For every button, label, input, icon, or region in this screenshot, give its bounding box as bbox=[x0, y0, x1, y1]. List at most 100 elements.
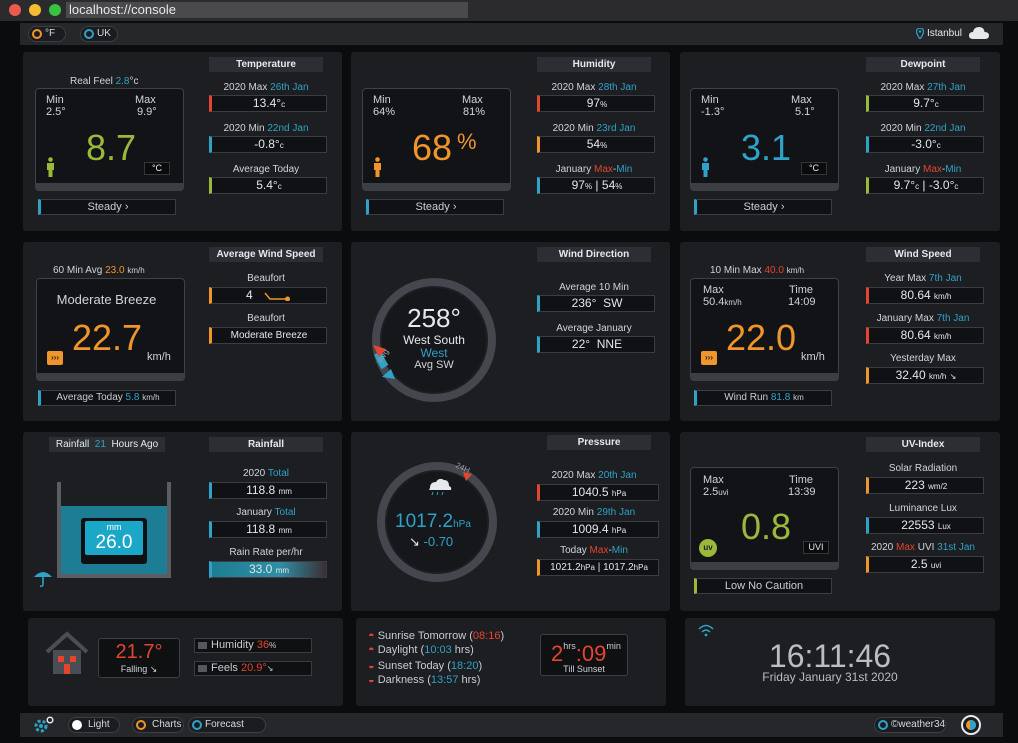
min-value: 2.5° bbox=[46, 106, 66, 118]
beaufort-description: Moderate Breeze bbox=[209, 327, 327, 344]
jan-total-label: January Total bbox=[236, 507, 296, 518]
panel-title: Wind Direction bbox=[537, 247, 651, 262]
rain-total-value: 26.0 bbox=[95, 532, 133, 553]
till-sunset-label: Till Sunset bbox=[563, 664, 605, 674]
units-fahrenheit-toggle[interactable]: °F bbox=[28, 26, 66, 42]
current-dewpoint: 3.1 bbox=[740, 127, 792, 168]
year-max-value: 9.7°c bbox=[866, 95, 984, 112]
min-value: 64% bbox=[373, 106, 396, 118]
yesterday-label: Yesterday Max bbox=[890, 353, 956, 364]
year-max-label: 2020 Max 27th Jan bbox=[880, 82, 966, 93]
pressure-current: 1017.2hPa bbox=[395, 511, 471, 532]
rainfall-panel: Rainfall 21 Hours Ago mm 26.0 Rainfall 2… bbox=[23, 432, 342, 611]
location-pin-icon bbox=[916, 28, 924, 39]
darkness-row: ◒ Darkness (13:57 hrs) bbox=[368, 674, 481, 686]
browser-chrome: localhost://console bbox=[0, 0, 1018, 21]
pressure-dial: 24H bbox=[377, 461, 497, 582]
theme-light-toggle[interactable]: Light bbox=[68, 717, 120, 733]
min-label: Min bbox=[46, 94, 64, 106]
forecast-button[interactable]: Forecast bbox=[188, 717, 266, 733]
wind-direction-text: West South bbox=[403, 333, 465, 347]
unit-label: °C bbox=[144, 162, 170, 175]
year-min-value: -3.0°c bbox=[866, 136, 984, 153]
avg-pointer-icon bbox=[382, 369, 395, 379]
radio-icon bbox=[32, 29, 42, 39]
theme-switch-button[interactable] bbox=[961, 715, 981, 735]
temperature-panel: Real Feel 2.8°c Min 2.5° Max 9.9° 8.7 °C… bbox=[23, 52, 342, 231]
wind-direction-text-2: West bbox=[420, 346, 448, 360]
address-bar[interactable]: localhost://console bbox=[66, 2, 468, 18]
max-value: 9.9° bbox=[137, 106, 157, 118]
close-window-button[interactable] bbox=[9, 4, 21, 16]
radio-icon bbox=[192, 720, 202, 730]
direction-pointer-icon bbox=[373, 345, 386, 357]
max-label: Max bbox=[462, 94, 483, 106]
dewpoint-trend-button[interactable]: Steady › bbox=[694, 199, 832, 215]
year-min-value: -0.8°c bbox=[209, 136, 327, 153]
year-min-value: 1009.4 hPa bbox=[537, 521, 659, 538]
time-label: Time bbox=[789, 284, 814, 296]
panel-title: Temperature bbox=[209, 57, 323, 72]
maximize-window-button[interactable] bbox=[49, 4, 61, 16]
avgjan-value: 22° NNE bbox=[537, 336, 655, 353]
year-max-value: 1040.5 hPa bbox=[537, 484, 659, 501]
year-max-label: 2020 Max 28th Jan bbox=[551, 82, 637, 93]
pressure-24h-pointer-icon bbox=[463, 472, 472, 481]
uv-display: Max 2.5uvi Time 13:39 0.8 uv UVI bbox=[690, 467, 839, 570]
temperature-display: Min 2.5° Max 9.9° 8.7 °C bbox=[35, 88, 184, 191]
min-label: Min bbox=[373, 94, 391, 106]
bottom-bar: Light Charts Forecast ©weather34 bbox=[20, 713, 1003, 737]
location-name: Istanbul bbox=[927, 28, 963, 39]
pressure-panel: 24H 1017.2hPa ↘ -0.70 Pressure 2020 Max … bbox=[351, 432, 670, 611]
rain-value-screen: mm 26.0 bbox=[85, 521, 143, 555]
time-label: Time bbox=[789, 474, 814, 486]
max-label: Max bbox=[703, 474, 724, 486]
avgjan-label: Average January bbox=[556, 323, 632, 334]
current-wind-speed: 22.0 bbox=[725, 317, 797, 358]
wind-run: Wind Run 81.8 km bbox=[694, 390, 832, 406]
gear-icon[interactable] bbox=[33, 716, 55, 734]
rain-gauge: mm 26.0 bbox=[57, 482, 171, 578]
humidity-display: Min 64% Max 81% 68 % bbox=[362, 88, 511, 191]
month-values: 9.7°c | -3.0°c bbox=[866, 177, 984, 194]
sun-panel: ◓ Sunrise Tomorrow (08:16) ◓ Daylight (1… bbox=[356, 618, 666, 706]
minimize-window-button[interactable] bbox=[29, 4, 41, 16]
person-icon bbox=[374, 157, 381, 177]
indoor-humidity: Humidity 36% bbox=[194, 638, 312, 653]
charts-button[interactable]: Charts bbox=[132, 717, 184, 733]
month-values: 97% | 54% bbox=[537, 177, 655, 194]
credit-link[interactable]: ©weather34 bbox=[874, 717, 946, 733]
rainfall-ago: Rainfall 21 Hours Ago bbox=[49, 437, 165, 452]
uv-badge-icon: uv bbox=[699, 539, 717, 557]
year-max-label: Year Max 7th Jan bbox=[884, 273, 962, 284]
clock-time: 16:11:46 bbox=[768, 638, 892, 674]
solar-value: 223 wm/2 bbox=[866, 477, 984, 494]
time-value: 13:39 bbox=[788, 486, 816, 498]
wind-direction-panel: Avg 258° West South West Avg SW Wind Dir… bbox=[351, 242, 670, 421]
credit-label: ©weather34 bbox=[891, 719, 946, 730]
year-max-value: 80.64 km/h bbox=[866, 287, 984, 304]
top-bar: °F UK Istanbul bbox=[20, 23, 1003, 45]
max-value: 5.1° bbox=[795, 106, 815, 118]
fast-forward-icon: ››› bbox=[701, 351, 717, 365]
light-label: Light bbox=[88, 719, 110, 730]
temperature-trend-button[interactable]: Steady › bbox=[38, 199, 176, 215]
indoor-humidity-text: Humidity 36% bbox=[211, 639, 277, 651]
fast-forward-icon: ››› bbox=[47, 351, 63, 365]
panel-title: UV-Index bbox=[866, 437, 980, 452]
humidity-trend-button[interactable]: Steady › bbox=[366, 199, 504, 215]
panel-title: Pressure bbox=[547, 435, 651, 450]
units-uk-toggle[interactable]: UK bbox=[80, 26, 118, 42]
lux-value: 22553 Lux bbox=[866, 517, 984, 534]
time-value: 14:09 bbox=[788, 296, 816, 308]
unit-label: km/h bbox=[801, 351, 825, 363]
month-label: January Max-Min bbox=[555, 164, 633, 175]
darkness-icon: ◒ bbox=[368, 674, 375, 686]
rain-unit: mm bbox=[106, 522, 122, 532]
today-label: Today Max-Min bbox=[560, 545, 628, 556]
uv-caution-label: Low No Caution bbox=[694, 578, 832, 594]
min-label: Min bbox=[701, 94, 719, 106]
indoor-temperature: 21.7° bbox=[115, 641, 163, 663]
dewpoint-panel: Min -1.3° Max 5.1° 3.1 °C Steady › Dewpo… bbox=[680, 52, 1000, 231]
rain-value-box: mm 26.0 bbox=[81, 518, 147, 564]
